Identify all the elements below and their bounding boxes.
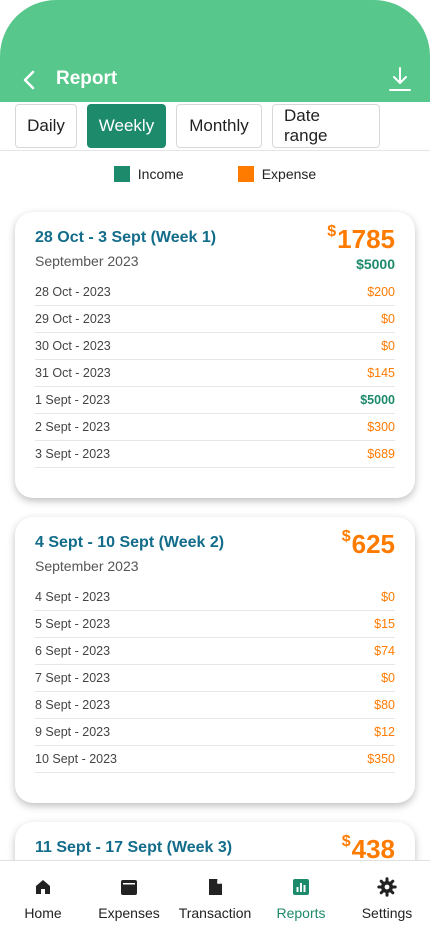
- day-date: 10 Sept - 2023: [35, 752, 118, 766]
- bottom-nav: Home Expenses Transaction Reports: [0, 860, 430, 932]
- gear-icon: [377, 877, 397, 897]
- week-month: September 2023: [35, 558, 139, 574]
- day-date: 8 Sept - 2023: [35, 698, 111, 712]
- day-row[interactable]: 31 Oct - 2023 $145: [35, 360, 395, 387]
- nav-label: Transaction: [178, 905, 252, 921]
- tab-daily[interactable]: Daily: [15, 104, 77, 148]
- day-row[interactable]: 10 Sept - 2023 $350: [35, 746, 395, 773]
- day-date: 28 Oct - 2023: [35, 285, 111, 299]
- day-amount: $0: [381, 590, 395, 604]
- nav-transaction[interactable]: Transaction: [172, 861, 258, 932]
- nav-reports[interactable]: Reports: [258, 861, 344, 932]
- day-row[interactable]: 6 Sept - 2023 $74: [35, 638, 395, 665]
- day-date: 29 Oct - 2023: [35, 312, 111, 326]
- divider: [0, 150, 430, 151]
- week-total-value: 438: [351, 834, 395, 864]
- day-row[interactable]: 5 Sept - 2023 $15: [35, 611, 395, 638]
- day-date: 7 Sept - 2023: [35, 671, 111, 685]
- tab-weekly[interactable]: Weekly: [87, 104, 166, 148]
- day-amount: $80: [374, 698, 395, 712]
- day-amount: $0: [381, 339, 395, 353]
- day-date: 30 Oct - 2023: [35, 339, 111, 353]
- legend: Income Expense: [0, 166, 430, 182]
- income-swatch: [113, 166, 130, 182]
- day-row[interactable]: 8 Sept - 2023 $80: [35, 692, 395, 719]
- week-card[interactable]: 28 Oct - 3 Sept (Week 1) September 2023 …: [15, 212, 415, 498]
- day-date: 4 Sept - 2023: [35, 590, 111, 604]
- day-list: 28 Oct - 2023 $200 29 Oct - 2023 $0 30 Oct…: [15, 279, 415, 468]
- day-amount: $689: [367, 447, 395, 461]
- document-icon: [209, 879, 222, 895]
- expense-swatch: [237, 166, 254, 182]
- day-date: 9 Sept - 2023: [35, 725, 111, 739]
- day-amount: $350: [367, 752, 395, 766]
- day-amount: $0: [381, 312, 395, 326]
- week-title: 11 Sept - 17 Sept (Week 3): [35, 839, 233, 856]
- week-total-value: 1785: [337, 224, 395, 254]
- day-row[interactable]: 30 Oct - 2023 $0: [35, 333, 395, 360]
- day-amount: $74: [374, 644, 395, 658]
- nav-label: Expenses: [98, 905, 160, 921]
- day-date: 31 Oct - 2023: [35, 366, 111, 380]
- tab-monthly[interactable]: Monthly: [176, 104, 262, 148]
- legend-expense: Expense: [237, 166, 317, 182]
- day-amount: $200: [367, 285, 395, 299]
- week-total: $ 438: [342, 834, 395, 865]
- day-row[interactable]: 1 Sept - 2023 $5000: [35, 387, 395, 414]
- app-header: Report: [0, 0, 430, 102]
- legend-income: Income: [113, 166, 184, 182]
- day-date: 3 Sept - 2023: [35, 447, 111, 461]
- nav-label: Reports: [276, 905, 326, 921]
- day-amount: $5000: [360, 393, 395, 407]
- week-card[interactable]: 4 Sept - 10 Sept (Week 2) September 2023…: [15, 517, 415, 803]
- day-row[interactable]: 3 Sept - 2023 $689: [35, 441, 395, 468]
- day-row[interactable]: 4 Sept - 2023 $0: [35, 584, 395, 611]
- tab-date-range[interactable]: Date range: [272, 104, 380, 148]
- day-date: 6 Sept - 2023: [35, 644, 111, 658]
- bar-chart-icon: [293, 879, 309, 895]
- day-date: 1 Sept - 2023: [35, 393, 111, 407]
- page-title: Report: [56, 68, 118, 89]
- chevron-left-icon[interactable]: [18, 68, 42, 92]
- legend-expense-label: Expense: [261, 166, 317, 182]
- currency-symbol: $: [341, 528, 351, 545]
- week-total: $ 1785: [327, 224, 395, 255]
- week-total-value: 625: [351, 529, 395, 559]
- nav-label: Settings: [361, 905, 413, 921]
- day-date: 2 Sept - 2023: [35, 420, 111, 434]
- legend-income-label: Income: [137, 166, 184, 182]
- nav-home[interactable]: Home: [0, 861, 86, 932]
- day-date: 5 Sept - 2023: [35, 617, 111, 631]
- day-row[interactable]: 2 Sept - 2023 $300: [35, 414, 395, 441]
- week-total: $ 625: [342, 529, 395, 560]
- day-amount: $15: [374, 617, 395, 631]
- currency-symbol: $: [341, 833, 351, 850]
- nav-label: Home: [24, 905, 62, 921]
- week-title: 28 Oct - 3 Sept (Week 1): [35, 229, 217, 246]
- day-row[interactable]: 7 Sept - 2023 $0: [35, 665, 395, 692]
- week-income-total: $5000: [356, 256, 395, 272]
- week-month: September 2023: [35, 253, 139, 269]
- period-tabs: Daily Weekly Monthly Date range: [15, 104, 380, 148]
- nav-expenses[interactable]: Expenses: [86, 861, 172, 932]
- day-list: 4 Sept - 2023 $0 5 Sept - 2023 $15 6 Sept …: [15, 584, 415, 773]
- home-icon: [36, 880, 50, 894]
- day-amount: $0: [381, 671, 395, 685]
- day-amount: $12: [374, 725, 395, 739]
- day-amount: $300: [367, 420, 395, 434]
- nav-settings[interactable]: Settings: [344, 861, 430, 932]
- download-icon[interactable]: [388, 66, 412, 92]
- currency-symbol: $: [327, 223, 337, 240]
- day-row[interactable]: 9 Sept - 2023 $12: [35, 719, 395, 746]
- wallet-icon: [121, 880, 137, 895]
- day-amount: $145: [367, 366, 395, 380]
- week-title: 4 Sept - 10 Sept (Week 2): [35, 534, 225, 551]
- day-row[interactable]: 28 Oct - 2023 $200: [35, 279, 395, 306]
- day-row[interactable]: 29 Oct - 2023 $0: [35, 306, 395, 333]
